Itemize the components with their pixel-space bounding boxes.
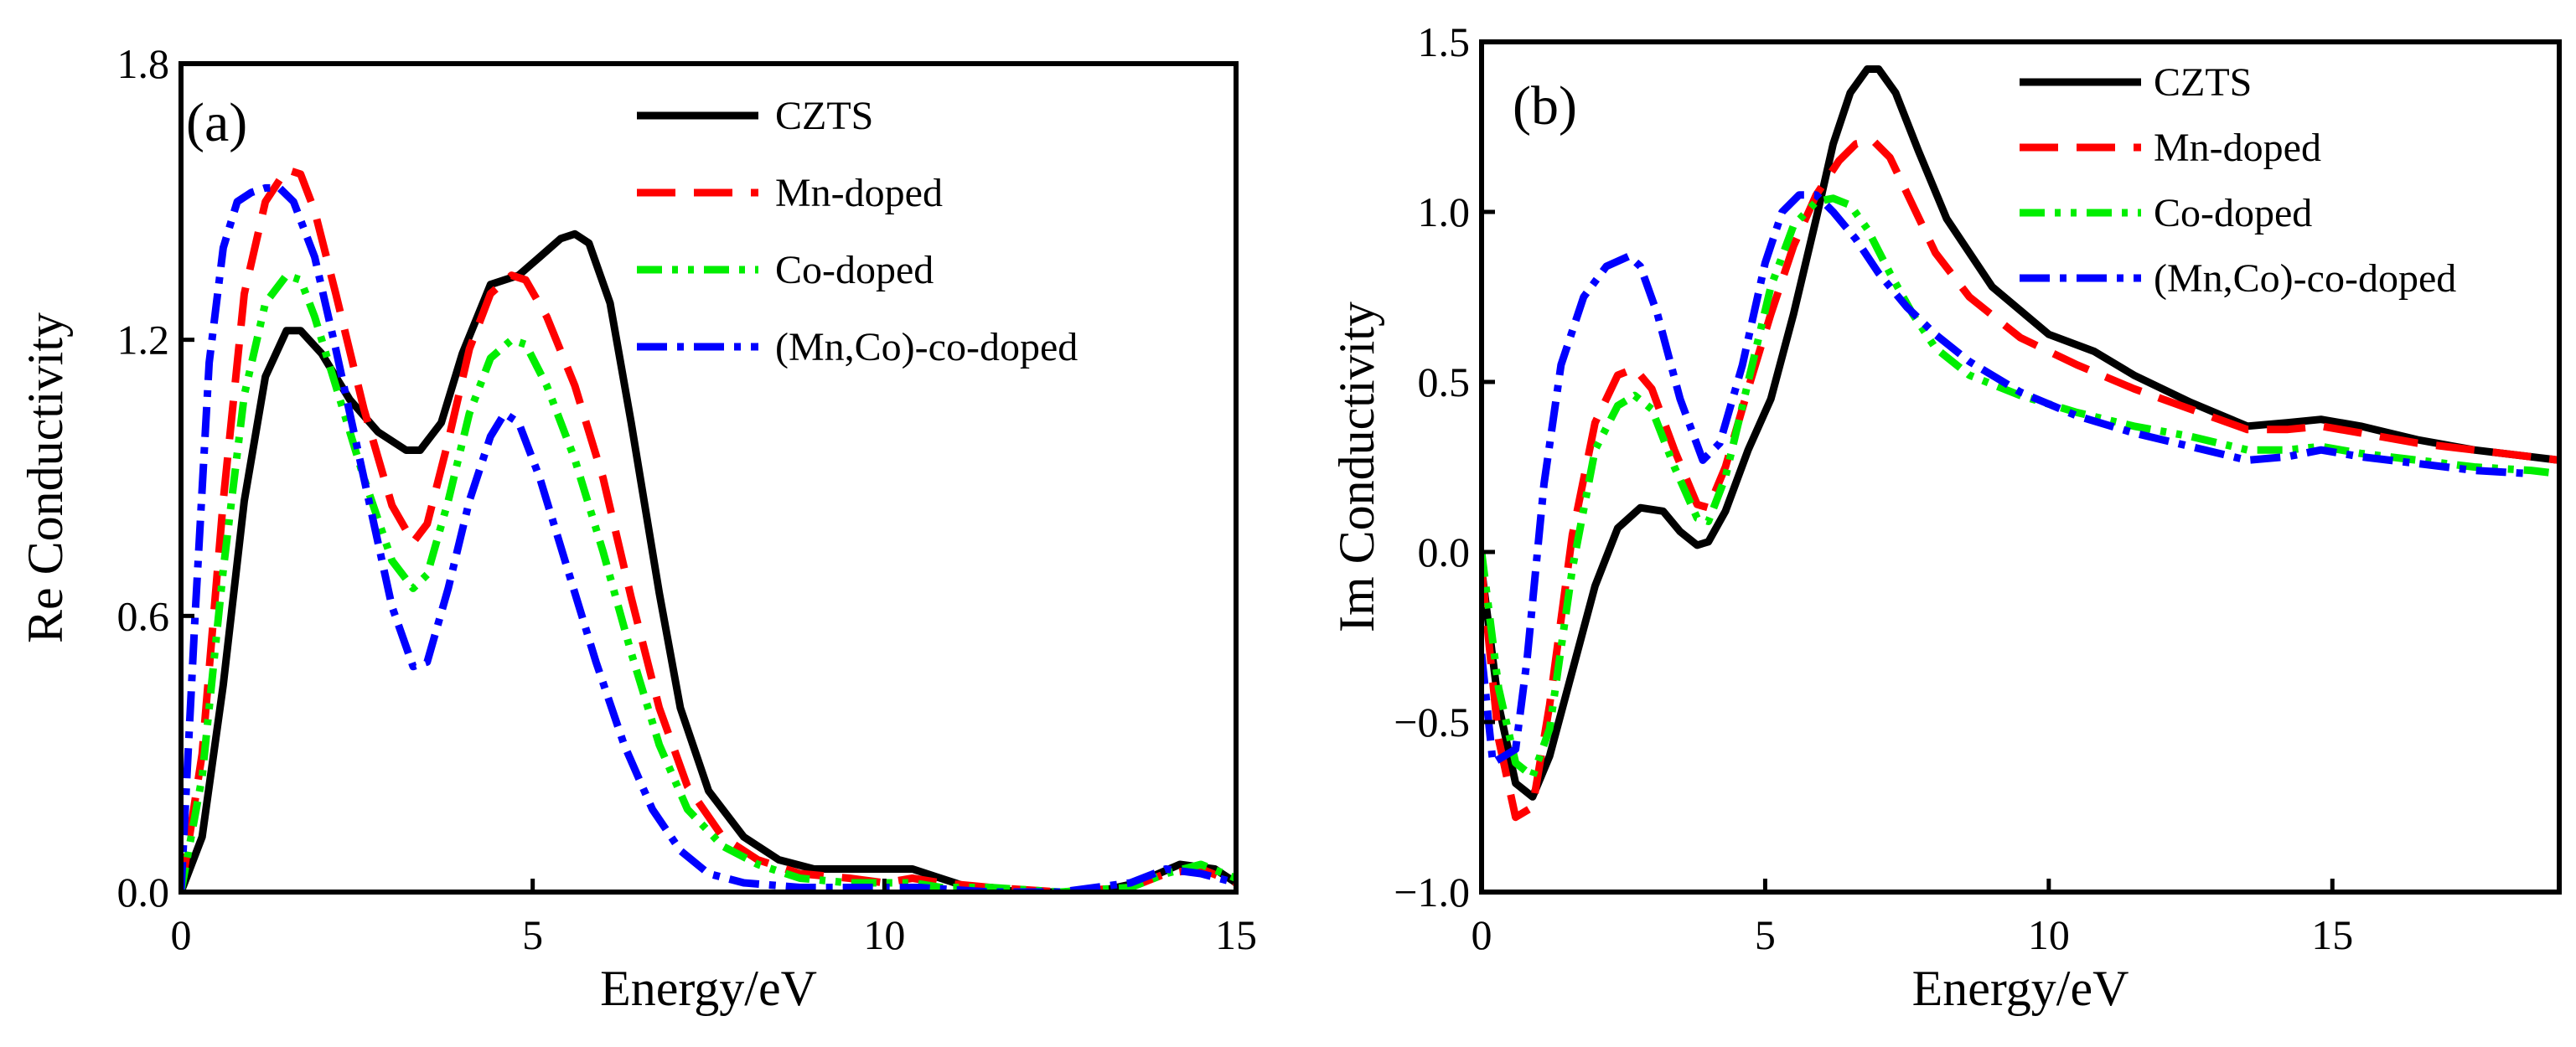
panel-a-legend-label-czts: CZTS [775,94,873,138]
panel-b-legend-label-mn-co-co-doped: (Mn,Co)-co-doped [2154,256,2456,301]
panel-a-label: (a) [186,92,247,153]
panel-b-legend-label-czts: CZTS [2154,60,2252,105]
panel-b-legend-item-co-doped: Co-doped [2020,191,2312,235]
panel-b-legend-label-mn-doped: Mn-doped [2154,126,2321,170]
panel-b-legend: CZTS Mn-doped Co-doped (Mn,Co)-co-doped [2020,60,2456,301]
y-tick-label: 1.0 [1418,188,1471,235]
panel-b-y-axis-title: Im Conductivity [1329,302,1384,632]
panel-b-legend-item-mn-co-co-doped: (Mn,Co)-co-doped [2020,256,2456,301]
panel-b-series-mn-co-co-doped [1482,191,2532,767]
x-tick-label: 10 [863,911,905,958]
y-tick-label: 0.0 [1418,529,1471,575]
panel-b-legend-item-mn-doped: Mn-doped [2020,126,2321,170]
panel-b-series-co-doped [1482,194,2559,781]
y-tick-label: 0.5 [1418,358,1471,405]
panel-b-legend-label-co-doped: Co-doped [2154,191,2312,235]
panel-b-label: (b) [1513,75,1577,137]
x-tick-label: 5 [1755,911,1776,958]
y-tick-label: 1.5 [1418,18,1471,65]
y-tick-label: −1.0 [1394,869,1470,915]
panel-b-series-mn-doped [1482,137,2559,822]
panel-b-ticks: 0 5 10 15 −1.0 −0.5 0.0 0.5 1.0 1.5 [1394,18,2353,958]
panel-b-series-group [1482,65,2559,822]
panel-a-legend-label-co-doped: Co-doped [775,248,934,292]
panel-a-legend-item-mn-co-co-doped: (Mn,Co)-co-doped [637,325,1078,369]
panel-a-legend-item-czts: CZTS [637,94,873,138]
panel-a-legend-item-mn-doped: Mn-doped [637,171,943,215]
x-tick-label: 10 [2028,911,2070,958]
panel-a-re-conductivity: 0 5 10 15 0.0 0.6 1.2 1.8 (a) Energy/eV Re Cond… [18,40,1257,1016]
x-tick-label: 15 [1215,911,1257,958]
panel-b-im-conductivity: 0 5 10 15 −1.0 −0.5 0.0 0.5 1.0 1.5 (b) Energy/eV… [1329,18,2562,1016]
y-tick-label: −0.5 [1394,699,1470,745]
panel-b-legend-item-czts: CZTS [2020,60,2252,105]
x-tick-label: 0 [171,911,192,958]
x-tick-label: 5 [522,911,543,958]
y-tick-label: 1.8 [117,40,170,87]
panel-a-legend-label-mn-doped: Mn-doped [775,171,943,215]
panel-a-series-mn-doped [181,165,1236,892]
panel-a-legend: CZTS Mn-doped Co-doped (Mn,Co)-co-doped [637,94,1078,369]
panel-a-ticks: 0 5 10 15 0.0 0.6 1.2 1.8 [117,40,1258,958]
panel-a-axes-frame [178,61,1239,895]
panel-b-series-czts [1482,65,2559,801]
y-tick-label: 0.0 [117,869,170,915]
panel-a-x-axis-title: Energy/eV [600,961,817,1016]
x-tick-label: 15 [2311,911,2353,958]
y-tick-label: 0.6 [117,592,170,639]
panel-b-x-axis-title: Energy/eV [1912,961,2129,1016]
panel-a-legend-label-mn-co-co-doped: (Mn,Co)-co-doped [775,325,1078,369]
panel-a-series-group [181,165,1236,892]
panel-a-y-axis-title: Re Conductivity [18,312,73,643]
panel-a-series-mn-co-co-doped [181,183,1236,892]
panel-a-legend-item-co-doped: Co-doped [637,248,934,292]
panel-b-axes-frame [1479,39,2562,895]
x-tick-label: 0 [1472,911,1492,958]
y-tick-label: 1.2 [117,317,170,364]
